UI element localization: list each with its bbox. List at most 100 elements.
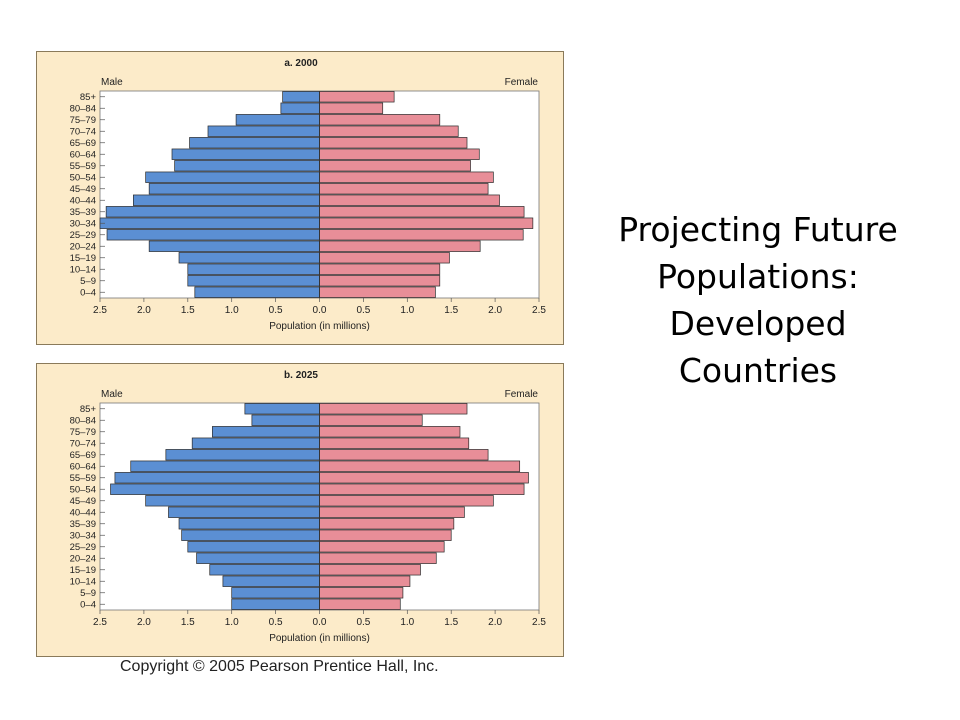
male-bar bbox=[99, 217, 320, 229]
male-bar bbox=[145, 495, 320, 507]
age-label: 0–4 bbox=[80, 288, 96, 299]
age-label: 55–59 bbox=[70, 161, 96, 172]
male-bar bbox=[114, 472, 320, 484]
x-tick-label: 2.0 bbox=[488, 305, 502, 316]
male-bar bbox=[282, 91, 320, 103]
x-tick-label: 1.5 bbox=[181, 617, 195, 628]
male-bar bbox=[133, 194, 320, 206]
age-label: 70–74 bbox=[70, 439, 96, 450]
age-label: 10–14 bbox=[70, 265, 96, 276]
male-bar bbox=[165, 449, 320, 461]
female-bar bbox=[319, 541, 445, 553]
female-bar bbox=[319, 114, 441, 126]
male-bar bbox=[145, 171, 320, 183]
x-axis-label: Population (in millions) bbox=[269, 321, 370, 332]
age-label: 20–24 bbox=[70, 242, 96, 253]
age-label: 80–84 bbox=[70, 104, 96, 115]
slide-title-line: Populations: bbox=[657, 257, 859, 296]
female-bar bbox=[319, 194, 500, 206]
male-bar bbox=[207, 125, 320, 137]
female-bar bbox=[319, 286, 436, 298]
male-bar bbox=[209, 564, 320, 576]
female-bar bbox=[319, 240, 481, 252]
female-bar bbox=[319, 460, 521, 472]
x-tick-label: 2.0 bbox=[488, 617, 502, 628]
female-bar bbox=[319, 506, 465, 518]
male-bar bbox=[171, 148, 320, 160]
age-label: 10–14 bbox=[70, 577, 96, 588]
x-tick-label: 0.5 bbox=[356, 305, 370, 316]
chart-title: b. 2025 bbox=[284, 370, 318, 381]
x-tick-label: 1.0 bbox=[400, 617, 414, 628]
slide-title-line: Projecting Future bbox=[618, 210, 898, 249]
female-bar bbox=[319, 206, 525, 218]
x-tick-label: 0.5 bbox=[356, 617, 370, 628]
age-label: 40–44 bbox=[70, 196, 96, 207]
age-label: 80–84 bbox=[70, 416, 96, 427]
female-bar bbox=[319, 217, 534, 229]
pyramid-chart-2025: b. 2025 Male Female 85+80–8475–7970–7465–69… bbox=[70, 370, 547, 644]
age-label: 5–9 bbox=[80, 588, 96, 599]
age-label: 50–54 bbox=[70, 485, 96, 496]
age-label: 30–34 bbox=[70, 531, 96, 542]
x-tick-label: 0.5 bbox=[269, 617, 283, 628]
female-bar bbox=[319, 183, 489, 195]
age-label: 75–79 bbox=[70, 427, 96, 438]
x-axis-label: Population (in millions) bbox=[269, 633, 370, 644]
female-bar bbox=[319, 426, 461, 438]
female-bar bbox=[319, 564, 421, 576]
female-bar bbox=[319, 518, 455, 530]
x-tick-label: 0.5 bbox=[269, 305, 283, 316]
age-label: 65–69 bbox=[70, 138, 96, 149]
age-label: 15–19 bbox=[70, 565, 96, 576]
copyright-notice: Copyright © 2005 Pearson Prentice Hall, … bbox=[120, 658, 439, 675]
female-bar bbox=[319, 171, 494, 183]
x-tick-label: 2.5 bbox=[93, 305, 107, 316]
female-bar bbox=[319, 252, 450, 264]
female-bar bbox=[319, 414, 423, 426]
x-tick-label: 2.0 bbox=[137, 305, 151, 316]
male-bar bbox=[196, 552, 320, 564]
age-label: 15–19 bbox=[70, 253, 96, 264]
male-bar bbox=[148, 183, 320, 195]
male-bar bbox=[106, 229, 320, 241]
x-tick-label: 1.5 bbox=[181, 305, 195, 316]
slide-title-line: Developed bbox=[669, 304, 847, 343]
female-bar bbox=[319, 575, 411, 587]
x-tick-label: 2.0 bbox=[137, 617, 151, 628]
female-bar bbox=[319, 263, 441, 275]
male-bar bbox=[168, 506, 320, 518]
male-bar bbox=[231, 598, 320, 610]
female-bar bbox=[319, 552, 437, 564]
age-label: 60–64 bbox=[70, 462, 96, 473]
pyramid-panel-2000: a. 2000 Male Female 85+ 80–84 75–79 70–74 65–69… bbox=[36, 51, 564, 345]
age-label: 0–4 bbox=[80, 600, 96, 611]
x-tick-label: 2.5 bbox=[532, 617, 546, 628]
pyramid-panel-2025: b. 2025 Male Female 85+ 80–84 75–79 70–74 65–69… bbox=[36, 363, 564, 657]
female-bar bbox=[319, 91, 395, 103]
female-bar bbox=[319, 495, 494, 507]
male-bar bbox=[105, 206, 320, 218]
x-tick-label: 1.0 bbox=[400, 305, 414, 316]
male-label: Male bbox=[101, 389, 123, 400]
age-label: 55–59 bbox=[70, 473, 96, 484]
male-bar bbox=[110, 483, 320, 495]
age-label: 50–54 bbox=[70, 173, 96, 184]
male-bar bbox=[235, 114, 320, 126]
female-bar bbox=[319, 437, 470, 449]
female-bar bbox=[319, 229, 524, 241]
age-label: 25–29 bbox=[70, 542, 96, 553]
male-bar bbox=[244, 403, 320, 415]
female-bar bbox=[319, 472, 529, 484]
male-bar bbox=[148, 240, 320, 252]
x-tick-label: 2.5 bbox=[532, 305, 546, 316]
slide-title-line: Countries bbox=[678, 351, 838, 390]
male-bar bbox=[231, 587, 320, 599]
male-bar bbox=[181, 529, 320, 541]
female-label: Female bbox=[505, 77, 539, 88]
x-tick-label: 1.0 bbox=[225, 305, 239, 316]
male-bar bbox=[222, 575, 320, 587]
male-bar bbox=[189, 137, 320, 149]
x-tick-label: 1.0 bbox=[225, 617, 239, 628]
age-label: 60–64 bbox=[70, 150, 96, 161]
